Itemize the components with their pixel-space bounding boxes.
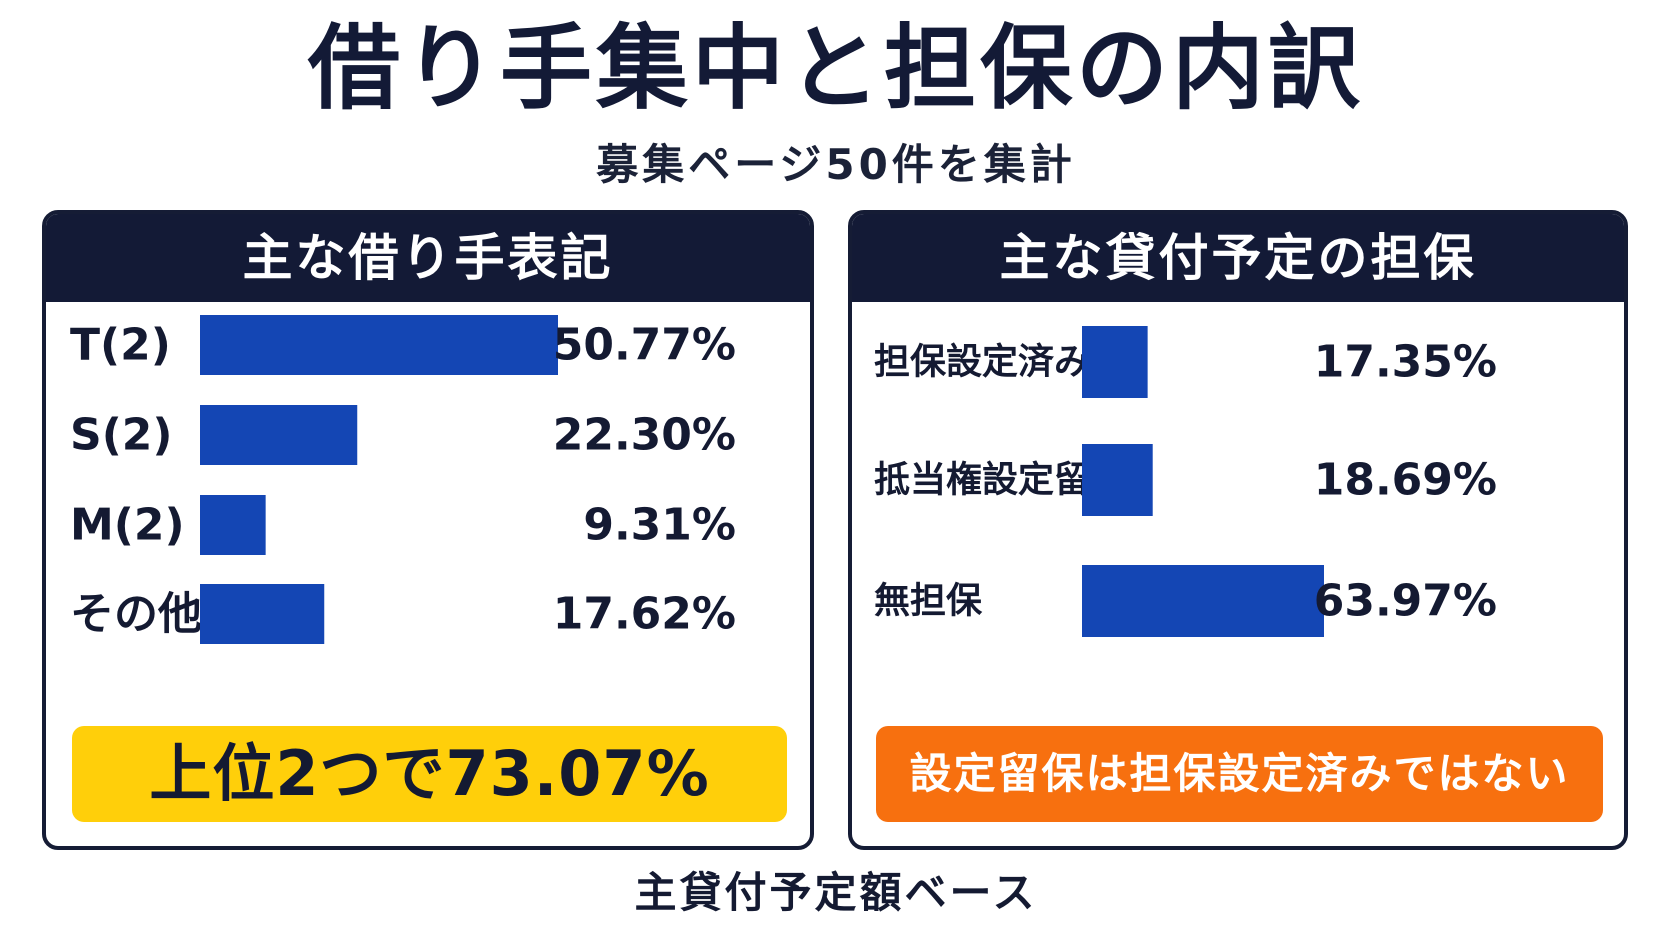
bar	[200, 495, 266, 555]
value-label: 22.30%	[553, 410, 736, 461]
bar	[1082, 326, 1148, 398]
collateral-bar-chart: 担保設定済み 17.35%抵当権設定留保 18.69%無担保 63.97%	[874, 326, 1497, 637]
category-label: 担保設定済み	[874, 342, 1090, 383]
category-label: M(2)	[70, 500, 185, 551]
bar	[200, 405, 358, 465]
collateral-panel-header: 主な貸付予定の担保	[852, 214, 1624, 302]
top-two-share-callout: 上位2つで73.07%	[72, 726, 787, 822]
category-label: その他	[70, 589, 202, 640]
page-title: 借り手集中と担保の内訳	[307, 15, 1364, 122]
bar	[200, 315, 558, 375]
collateral-note-callout: 設定留保は担保設定済みではない	[876, 726, 1603, 822]
value-label: 18.69%	[1314, 455, 1497, 506]
borrower-panel-header: 主な借り手表記	[46, 214, 810, 302]
value-label: 9.31%	[583, 500, 736, 551]
value-label: 50.77%	[553, 320, 736, 371]
category-label: S(2)	[70, 410, 173, 461]
bar	[200, 584, 325, 644]
basis-note: 主貸付予定額ベース	[634, 868, 1038, 917]
value-label: 17.35%	[1314, 337, 1497, 388]
category-label: 無担保	[874, 581, 983, 622]
collateral-panel: 主な貸付予定の担保 担保設定済み 17.35% 抵当権設定留保 18.69% 無担保 63…	[848, 210, 1628, 850]
value-label: 17.62%	[553, 589, 736, 640]
borrower-panel: 主な借り手表記 T(2) 50.77% S(2) 22.30% M(2) 9.31% その他…	[42, 210, 814, 850]
bar	[1082, 565, 1324, 637]
borrower-bar-chart: T(2) 50.77% S(2) 22.30% M(2) 9.31% その他 17.62%	[70, 315, 736, 644]
category-label: T(2)	[70, 320, 171, 371]
page-subtitle: 募集ページ50件を集計	[596, 140, 1076, 189]
bar	[1082, 444, 1153, 516]
value-label: 63.97%	[1314, 576, 1497, 627]
